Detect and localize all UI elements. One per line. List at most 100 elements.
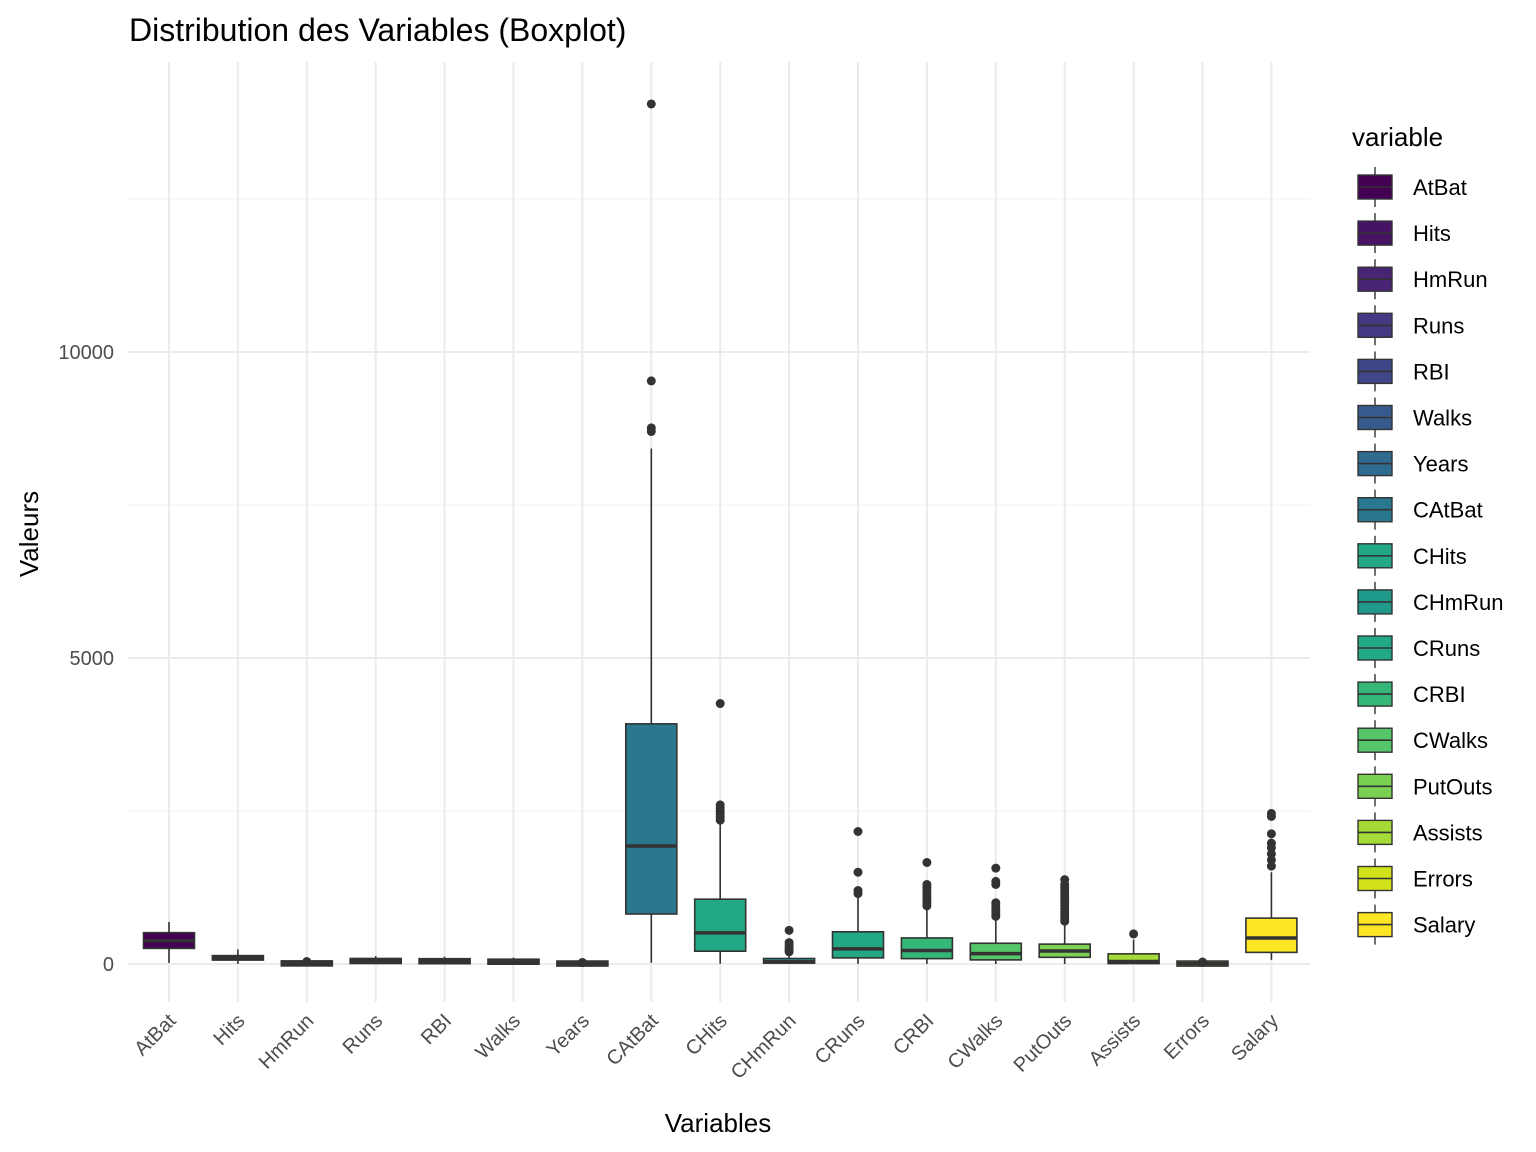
box-rbi (418, 956, 471, 965)
outlier-point (991, 898, 1001, 908)
outlier-point (715, 800, 725, 810)
x-tick-label: Assists (1085, 1010, 1145, 1070)
legend-item-salary: Salary (1357, 904, 1475, 945)
outlier-point (1060, 875, 1070, 885)
boxes (142, 99, 1298, 968)
x-tick-label: Runs (339, 1010, 388, 1059)
outlier-point (1129, 929, 1139, 939)
grid (128, 62, 1310, 1002)
x-tick-label: HmRun (255, 1010, 318, 1073)
box-iqr (831, 931, 885, 959)
legend-item-chmrun: CHmRun (1357, 581, 1503, 622)
legend-item-crbi: CRBI (1357, 674, 1466, 715)
legend-item-atbat: AtBat (1357, 167, 1467, 207)
legend-label: Hits (1413, 221, 1451, 246)
legend-item-chits: CHits (1357, 535, 1467, 576)
legend: variable AtBat Hits HmRun Runs RBI Walks Years… (1352, 122, 1503, 945)
outlier-point (853, 867, 863, 877)
outlier-point (715, 699, 725, 709)
outlier-point (853, 886, 863, 896)
box-chmrun (762, 925, 816, 964)
box-crbi (900, 857, 954, 964)
box-errors (1176, 957, 1229, 967)
y-tick-label: 5000 (70, 648, 115, 670)
x-tick-label: RBI (417, 1010, 456, 1049)
x-tick-label: AtBat (130, 1010, 180, 1060)
legend-item-rbi: RBI (1357, 351, 1450, 392)
legend-item-walks: Walks (1357, 397, 1472, 438)
box-catbat (624, 99, 678, 963)
box-salary (1245, 808, 1298, 960)
legend-label: HmRun (1413, 267, 1488, 292)
x-tick-label: CWalks (944, 1010, 1008, 1074)
legend-label: CWalks (1413, 728, 1488, 753)
x-tick-label: Years (543, 1010, 594, 1061)
outlier-point (646, 99, 656, 109)
x-tick-labels: AtBat Hits HmRun Runs RBI Walks Years CAtBat CHi… (130, 1010, 1283, 1084)
box-iqr (1107, 953, 1160, 965)
outlier-point (646, 376, 656, 386)
legend-item-assists: Assists (1357, 812, 1483, 853)
box-cwalks (969, 863, 1023, 964)
y-axis-title: Valeurs (14, 491, 44, 577)
outlier-point (1266, 808, 1276, 818)
legend-item-cruns: CRuns (1357, 628, 1480, 668)
x-tick-label: CAtBat (602, 1010, 663, 1071)
x-axis-title: Variables (665, 1108, 771, 1138)
legend-item-hits: Hits (1357, 213, 1451, 254)
box-iqr (624, 723, 678, 915)
legend-title: variable (1352, 122, 1443, 152)
outlier-point (784, 925, 794, 935)
box-cruns (831, 827, 885, 964)
chart-title: Distribution des Variables (Boxplot) (129, 12, 626, 48)
legend-item-catbat: CAtBat (1357, 489, 1483, 530)
y-tick-label: 0 (103, 954, 114, 976)
legend-label: CHits (1413, 544, 1467, 569)
outlier-point (646, 423, 656, 433)
legend-label: Runs (1413, 313, 1464, 338)
legend-label: CAtBat (1413, 498, 1483, 523)
outlier-point (302, 957, 312, 967)
outlier-point (577, 958, 587, 968)
x-tick-label: Walks (472, 1010, 526, 1064)
box-iqr (1245, 917, 1298, 954)
x-tick-label: CHits (682, 1010, 732, 1060)
box-runs (349, 956, 403, 965)
outlier-point (922, 879, 932, 889)
outlier-point (1198, 957, 1207, 967)
legend-label: Years (1413, 452, 1468, 477)
legend-label: PutOuts (1413, 774, 1492, 799)
legend-item-hmrun: HmRun (1357, 259, 1488, 300)
legend-label: RBI (1413, 359, 1450, 384)
box-years (556, 958, 609, 968)
box-iqr (900, 937, 954, 960)
outlier-point (991, 863, 1001, 873)
outlier-point (784, 938, 794, 948)
box-hits (211, 949, 265, 964)
box-putouts (1038, 875, 1091, 964)
outlier-point (1266, 829, 1276, 839)
legend-label: CRBI (1413, 682, 1466, 707)
x-tick-label: CRBI (889, 1010, 938, 1059)
legend-item-cwalks: CWalks (1357, 720, 1488, 761)
box-iqr (969, 942, 1023, 961)
box-assists (1107, 929, 1160, 965)
box-atbat (142, 921, 196, 964)
y-tick-label: 10000 (58, 342, 114, 364)
outlier-point (922, 857, 932, 867)
outlier-point (991, 876, 1001, 886)
box-chits (693, 699, 747, 964)
legend-item-errors: Errors (1357, 858, 1473, 899)
legend-label: Assists (1413, 820, 1483, 845)
x-tick-label: PutOuts (1010, 1010, 1077, 1077)
outlier-point (1266, 838, 1276, 848)
box-walks (487, 957, 540, 966)
legend-label: CHmRun (1413, 590, 1503, 615)
legend-label: CRuns (1413, 636, 1480, 661)
legend-label: Errors (1413, 867, 1473, 892)
x-tick-label: Errors (1160, 1010, 1214, 1064)
legend-item-putouts: PutOuts (1357, 766, 1492, 807)
x-tick-label: CRuns (811, 1010, 870, 1069)
legend-label: AtBat (1413, 175, 1467, 200)
